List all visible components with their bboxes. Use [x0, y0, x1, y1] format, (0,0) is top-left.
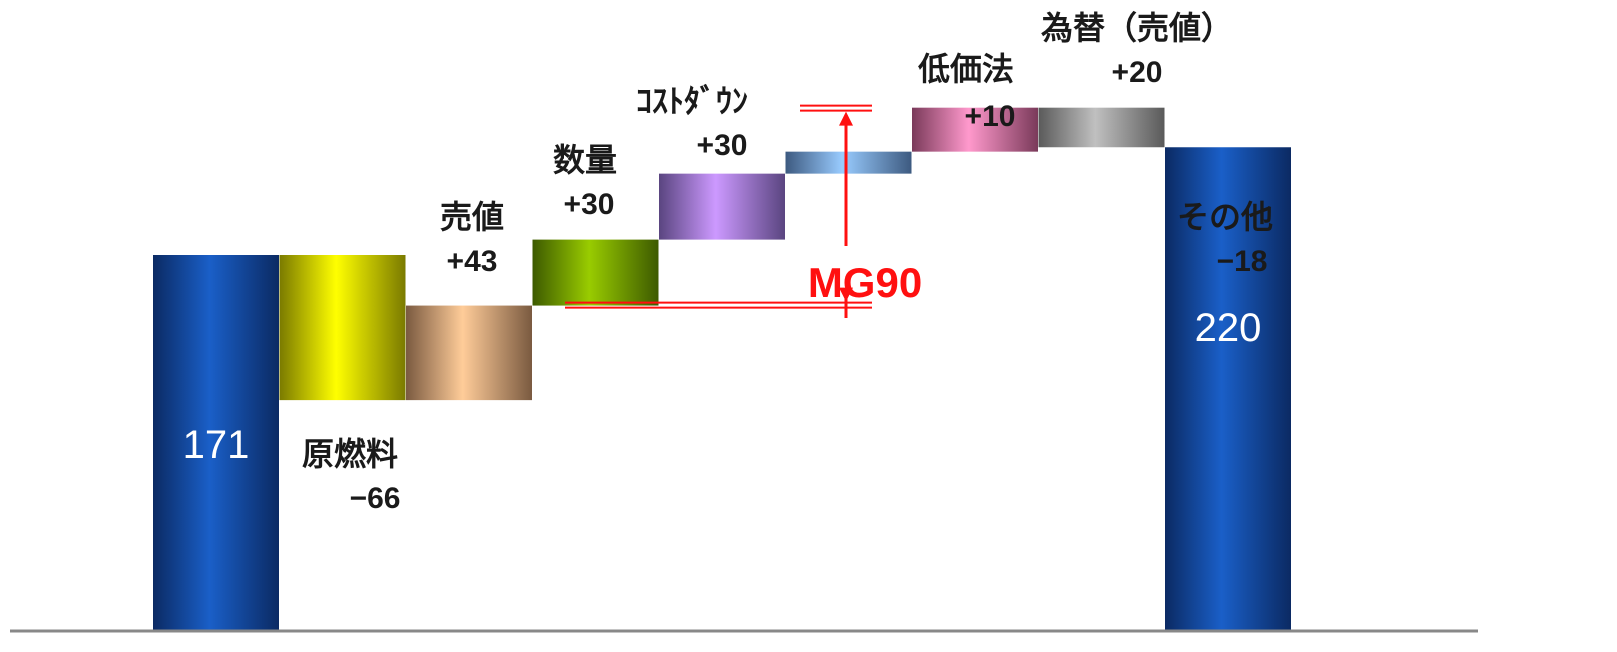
total-value-label-8: 220 — [1195, 306, 1262, 350]
bar-total-8 — [1165, 147, 1291, 631]
category-label-4: ｺｽﾄﾀﾞｳﾝ — [636, 83, 748, 119]
category-label-2: 売値 — [440, 199, 504, 235]
bar-delta-3 — [532, 239, 659, 306]
bar-delta-2 — [406, 305, 532, 401]
delta-value-label-6: +20 — [1112, 56, 1163, 89]
labels-layer: 171 原燃料 −66 売値 +43 数量 +30 ｺｽﾄﾀﾞｳﾝ +30 低価法 +10 為替（売値… — [183, 10, 1273, 515]
bar-delta-1 — [279, 255, 406, 401]
category-label-5: 低価法 — [918, 51, 1014, 87]
bar-delta-6 — [912, 107, 1038, 152]
bar-total-0 — [153, 255, 279, 631]
bars-layer — [153, 107, 1291, 631]
mg-arrow-up-head — [839, 111, 853, 126]
delta-value-label-1: −66 — [350, 482, 401, 515]
mg-arrow-down-head — [839, 287, 853, 302]
bar-delta-4 — [659, 173, 785, 240]
total-value-label-0: 171 — [183, 423, 250, 467]
delta-value-label-5: +10 — [965, 100, 1016, 133]
bar-delta-7 — [1038, 107, 1165, 148]
category-label-3: 数量 — [553, 142, 617, 178]
delta-value-label-4: +30 — [697, 129, 748, 162]
bar-delta-5 — [785, 151, 912, 174]
delta-value-label-3: +30 — [564, 188, 615, 221]
mg-label: MG90 — [808, 259, 922, 306]
category-label-7: その他 — [1177, 199, 1273, 235]
delta-value-label-2: +43 — [447, 245, 498, 278]
mg-annotation: MG90 — [565, 104, 922, 318]
category-label-1: 原燃料 — [302, 436, 398, 472]
delta-value-label-7: −18 — [1217, 245, 1268, 278]
category-label-6: 為替（売値） — [1041, 10, 1233, 46]
